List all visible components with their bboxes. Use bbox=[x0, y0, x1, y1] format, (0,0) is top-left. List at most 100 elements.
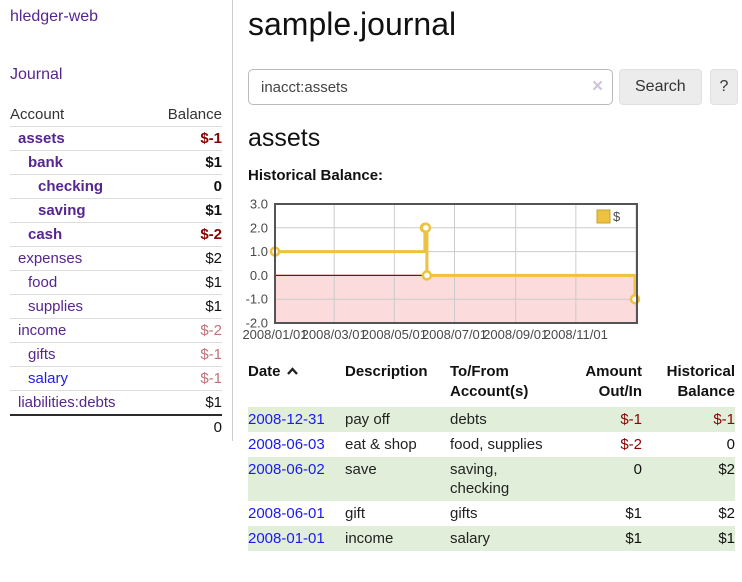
accounts-table-header: Account Balance bbox=[10, 102, 222, 126]
account-balance: $1 bbox=[205, 274, 222, 291]
svg-text:2008/05/01: 2008/05/01 bbox=[362, 327, 427, 342]
account-row: checking 0 bbox=[10, 174, 222, 198]
svg-text:2.0: 2.0 bbox=[250, 220, 268, 235]
register-row[interactable]: 2008-12-31 pay off debts $-1 $-1 bbox=[248, 407, 735, 432]
svg-text:$: $ bbox=[613, 209, 621, 224]
account-balance: $2 bbox=[205, 250, 222, 267]
accounts-header-balance: Balance bbox=[167, 105, 222, 123]
sidebar: hledger-web Journal Account Balance asse… bbox=[0, 0, 232, 582]
column-header-date-label: Date bbox=[248, 363, 281, 380]
column-header-description: Description bbox=[345, 363, 428, 380]
transaction-date-link[interactable]: 2008-12-31 bbox=[248, 411, 325, 428]
account-row: expenses $2 bbox=[10, 246, 222, 270]
account-balance: 0 bbox=[213, 178, 222, 195]
chart-heading: Historical Balance: bbox=[248, 167, 384, 184]
accounts-total-value: 0 bbox=[213, 418, 222, 436]
sidebar-account-supplies[interactable]: supplies bbox=[28, 298, 84, 315]
transaction-date-link[interactable]: 2008-06-01 bbox=[248, 505, 325, 522]
transaction-amount: $-2 bbox=[620, 436, 642, 453]
register-row[interactable]: 2008-06-01 gift gifts $1 $2 bbox=[248, 501, 735, 526]
transaction-description: income bbox=[345, 526, 450, 551]
transaction-date-link[interactable]: 2008-01-01 bbox=[248, 530, 325, 547]
account-row: salary $-1 bbox=[10, 366, 222, 390]
transaction-accounts: food, supplies bbox=[450, 436, 543, 453]
account-balance: $1 bbox=[205, 202, 222, 219]
sidebar-account-checking[interactable]: checking bbox=[38, 178, 104, 195]
transaction-description: save bbox=[345, 457, 450, 501]
account-row: supplies $1 bbox=[10, 294, 222, 318]
search-button[interactable]: Search bbox=[619, 69, 702, 105]
accounts-table: Account Balance assets $-1 bank $1 checkin… bbox=[10, 102, 222, 438]
svg-text:2008/07/01: 2008/07/01 bbox=[422, 327, 487, 342]
account-row: cash $-2 bbox=[10, 222, 222, 246]
sidebar-account-food[interactable]: food bbox=[28, 274, 58, 291]
account-balance: $-1 bbox=[200, 130, 222, 147]
help-button[interactable]: ? bbox=[710, 69, 738, 105]
column-header-amount: Amount Out/In bbox=[585, 363, 642, 400]
column-header-accounts: To/From Account(s) bbox=[450, 363, 529, 400]
page-title: sample.journal bbox=[248, 6, 457, 42]
accounts-total-row: 0 bbox=[10, 414, 222, 438]
account-row: food $1 bbox=[10, 270, 222, 294]
account-row: gifts $-1 bbox=[10, 342, 222, 366]
transaction-date-link[interactable]: 2008-06-02 bbox=[248, 461, 325, 478]
sidebar-divider bbox=[232, 0, 233, 441]
transaction-date-link[interactable]: 2008-06-03 bbox=[248, 436, 325, 453]
svg-text:0.0: 0.0 bbox=[250, 268, 268, 283]
accounts-header-account: Account bbox=[10, 105, 65, 123]
register-row[interactable]: 2008-01-01 income salary $1 $1 bbox=[248, 526, 735, 551]
sidebar-item-journal[interactable]: Journal bbox=[10, 66, 63, 83]
sidebar-account-expenses[interactable]: expenses bbox=[18, 250, 83, 267]
account-balance: $-1 bbox=[200, 370, 222, 387]
account-row: assets $-1 bbox=[10, 126, 222, 150]
brand-link[interactable]: hledger-web bbox=[10, 8, 99, 25]
transaction-balance: $2 bbox=[718, 505, 735, 522]
transaction-balance: $-1 bbox=[642, 407, 735, 432]
sidebar-account-salary[interactable]: salary bbox=[28, 370, 69, 387]
transaction-amount: 0 bbox=[580, 457, 642, 501]
historical-balance-chart: 3.0 2.0 1.0 0.0 -1.0 -2.0 2008/01/01 2008/03/01… bbox=[240, 197, 740, 348]
transaction-description: eat & shop bbox=[345, 436, 417, 453]
sidebar-account-liabilities-debts[interactable]: liabilities:debts bbox=[18, 394, 116, 411]
svg-text:-2.0: -2.0 bbox=[246, 316, 268, 331]
sidebar-account-assets[interactable]: assets bbox=[18, 130, 65, 147]
svg-text:3.0: 3.0 bbox=[250, 198, 268, 212]
sidebar-account-income[interactable]: income bbox=[18, 322, 67, 339]
register-row[interactable]: 2008-06-02 save saving, checking 0 $2 bbox=[248, 457, 735, 501]
transaction-description: pay off bbox=[345, 407, 450, 432]
clear-search-icon[interactable]: × bbox=[592, 76, 604, 97]
account-balance: $1 bbox=[205, 154, 222, 171]
account-balance: $1 bbox=[205, 394, 222, 411]
svg-text:2008/09/01: 2008/09/01 bbox=[483, 327, 548, 342]
svg-text:2008/01/01: 2008/01/01 bbox=[242, 327, 307, 342]
svg-text:1.0: 1.0 bbox=[250, 244, 268, 259]
transaction-amount: $1 bbox=[625, 505, 642, 522]
transaction-amount: $1 bbox=[580, 526, 642, 551]
account-balance: $-2 bbox=[200, 226, 222, 243]
column-header-date[interactable]: Date bbox=[248, 362, 345, 407]
sidebar-account-gifts[interactable]: gifts bbox=[28, 346, 56, 363]
transaction-amount: $-1 bbox=[580, 407, 642, 432]
transaction-accounts: debts bbox=[450, 407, 580, 432]
account-balance: $-2 bbox=[200, 322, 222, 339]
account-balance: $-1 bbox=[200, 346, 222, 363]
transaction-accounts: salary bbox=[450, 526, 580, 551]
transaction-balance: $1 bbox=[642, 526, 735, 551]
register-row[interactable]: 2008-06-03 eat & shop food, supplies $-2… bbox=[248, 432, 735, 457]
transaction-balance: $2 bbox=[642, 457, 735, 501]
sidebar-account-cash[interactable]: cash bbox=[28, 226, 63, 243]
search-input[interactable] bbox=[248, 69, 613, 105]
svg-text:-1.0: -1.0 bbox=[246, 292, 268, 307]
svg-text:2008/11/01: 2008/11/01 bbox=[544, 327, 608, 342]
transaction-accounts: saving, checking bbox=[450, 457, 580, 501]
account-row: bank $1 bbox=[10, 150, 222, 174]
transaction-balance: 0 bbox=[726, 436, 735, 453]
register-header-row: Date Description To/From Account(s) Amou… bbox=[248, 362, 735, 407]
register-table: Date Description To/From Account(s) Amou… bbox=[248, 362, 735, 551]
transaction-description: gift bbox=[345, 505, 366, 522]
account-row: liabilities:debts $1 bbox=[10, 390, 222, 414]
sidebar-account-bank[interactable]: bank bbox=[28, 154, 64, 171]
account-balance: $1 bbox=[205, 298, 222, 315]
sidebar-account-saving[interactable]: saving bbox=[38, 202, 86, 219]
sort-ascending-icon bbox=[286, 362, 299, 382]
